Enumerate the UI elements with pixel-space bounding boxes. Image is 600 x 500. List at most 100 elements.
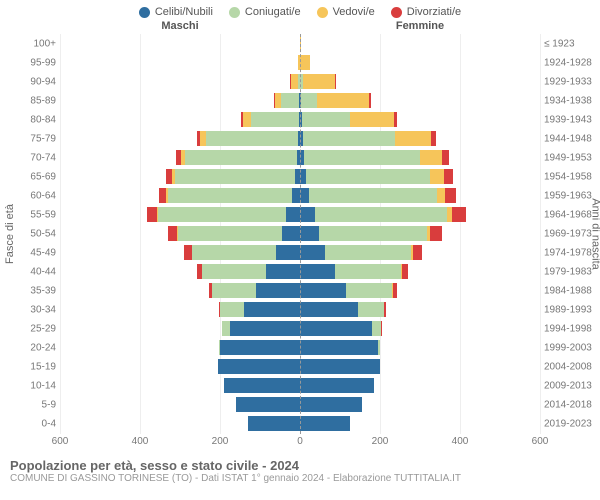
x-tick: 0 <box>297 436 303 447</box>
legend-item: Divorziati/e <box>391 6 461 18</box>
female-bar <box>300 226 540 241</box>
legend: Celibi/Nubili Coniugati/e Vedovi/e Divorzia… <box>0 0 600 20</box>
bar-segment <box>202 264 266 279</box>
female-bar <box>300 283 540 298</box>
male-bar <box>60 283 300 298</box>
birth-label: 1999-2003 <box>544 342 598 353</box>
bar-segment <box>256 283 300 298</box>
female-bar <box>300 169 540 184</box>
bar-segment <box>306 169 430 184</box>
x-tick: 400 <box>452 436 469 447</box>
bar-segment <box>369 93 371 108</box>
female-bar <box>300 397 540 412</box>
bar-segment <box>358 302 384 317</box>
birth-label: 1929-1933 <box>544 76 598 87</box>
bar-segment <box>335 74 336 89</box>
bar-segment <box>444 169 453 184</box>
age-label: 25-29 <box>18 323 56 334</box>
bar-segment <box>178 226 282 241</box>
bar-segment <box>230 321 300 336</box>
bar-segment <box>420 150 442 165</box>
bar-segment <box>372 321 381 336</box>
bar-segment <box>206 131 298 146</box>
birth-label: 2009-2013 <box>544 380 598 391</box>
bar-segment <box>300 245 325 260</box>
bar-segment <box>300 321 372 336</box>
female-bar <box>300 264 540 279</box>
bar-segment <box>220 340 300 355</box>
male-bar <box>60 55 300 70</box>
gridline <box>540 34 541 434</box>
birth-label: 1924-1928 <box>544 57 598 68</box>
male-bar <box>60 321 300 336</box>
bar-segment <box>218 359 300 374</box>
bar-segment <box>168 188 292 203</box>
chart-footer: Popolazione per età, sesso e stato civil… <box>0 452 600 484</box>
gender-headers: Maschi Femmine <box>0 20 600 34</box>
male-bar <box>60 131 300 146</box>
birth-label: 1944-1948 <box>544 133 598 144</box>
bar-segment <box>147 207 157 222</box>
age-label: 45-49 <box>18 247 56 258</box>
bar-segment <box>431 131 436 146</box>
female-bar <box>300 302 540 317</box>
chart-outer: Fasce di età Anni di nascita 100+≤ 19239… <box>0 34 600 434</box>
female-bar <box>300 93 540 108</box>
legend-label: Coniugati/e <box>245 6 301 18</box>
female-bar <box>300 55 540 70</box>
bar-segment <box>281 93 299 108</box>
bar-segment <box>378 340 380 355</box>
male-bar <box>60 416 300 431</box>
x-tick: 400 <box>132 436 149 447</box>
header-female: Femmine <box>300 20 540 32</box>
male-bar <box>60 74 300 89</box>
bar-segment <box>184 245 191 260</box>
bar-segment <box>300 207 315 222</box>
male-bar <box>60 397 300 412</box>
legend-swatch <box>229 7 240 18</box>
chart-title: Popolazione per età, sesso e stato civil… <box>10 458 590 473</box>
age-label: 20-24 <box>18 342 56 353</box>
legend-swatch <box>391 7 402 18</box>
bar-segment <box>300 55 310 70</box>
bar-segment <box>220 302 244 317</box>
bar-segment <box>175 169 295 184</box>
female-bar <box>300 74 540 89</box>
bar-segment <box>266 264 300 279</box>
birth-label: 1959-1963 <box>544 190 598 201</box>
bar-segment <box>300 340 378 355</box>
bar-segment <box>346 283 392 298</box>
bar-segment <box>251 112 299 127</box>
center-line <box>300 34 301 434</box>
bar-segment <box>212 283 256 298</box>
birth-label: 1979-1983 <box>544 266 598 277</box>
bar-segment <box>394 112 397 127</box>
legend-item: Coniugati/e <box>229 6 301 18</box>
age-label: 95-99 <box>18 57 56 68</box>
male-bar <box>60 226 300 241</box>
x-tick: 200 <box>212 436 229 447</box>
birth-label: ≤ 1923 <box>544 38 598 49</box>
bar-segment <box>300 283 346 298</box>
age-label: 60-64 <box>18 190 56 201</box>
age-label: 90-94 <box>18 76 56 87</box>
bar-segment <box>393 283 397 298</box>
male-bar <box>60 150 300 165</box>
bar-segment <box>185 150 297 165</box>
female-bar <box>300 245 540 260</box>
bar-segment <box>192 245 276 260</box>
legend-item: Celibi/Nubili <box>139 6 213 18</box>
bar-segment <box>300 188 309 203</box>
bar-segment <box>442 150 449 165</box>
bar-segment <box>282 226 300 241</box>
legend-label: Divorziati/e <box>407 6 461 18</box>
bar-segment <box>402 264 408 279</box>
bar-segment <box>303 74 335 89</box>
legend-label: Vedovi/e <box>333 6 375 18</box>
bar-segment <box>300 226 319 241</box>
birth-label: 1949-1953 <box>544 152 598 163</box>
age-label: 80-84 <box>18 114 56 125</box>
bar-segment <box>445 188 456 203</box>
age-label: 65-69 <box>18 171 56 182</box>
bar-segment <box>159 188 166 203</box>
